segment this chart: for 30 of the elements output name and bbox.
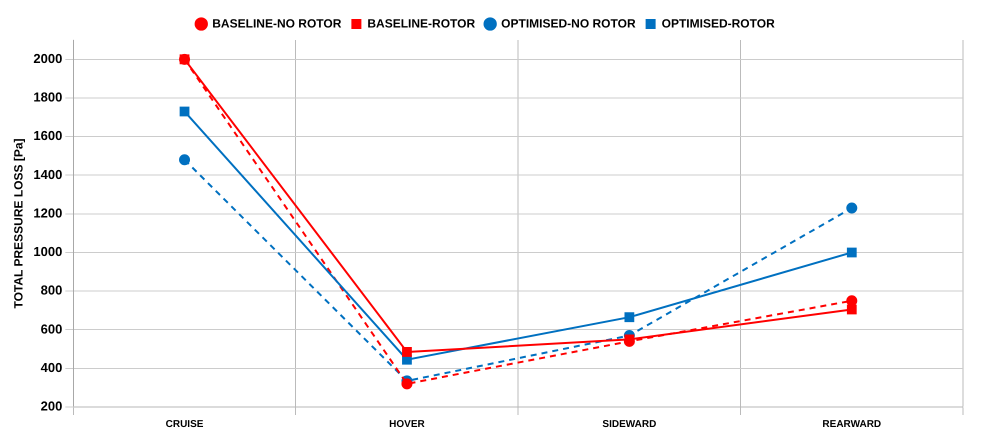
y-tick-label: 200: [40, 398, 62, 414]
y-tick-label: 600: [40, 321, 62, 336]
point: [180, 54, 190, 64]
point: [180, 106, 190, 116]
x-tick-label: HOVER: [389, 418, 426, 430]
y-tick-label: 1400: [33, 166, 62, 182]
y-tick-label: 2000: [33, 50, 62, 66]
x-tick-label: SIDEWARD: [602, 418, 656, 430]
legend-label: BASELINE-ROTOR: [367, 16, 476, 30]
point: [179, 154, 190, 166]
y-tick-label: 400: [40, 360, 62, 375]
point: [846, 295, 858, 306]
x-tick-label: CRUISE: [166, 418, 204, 430]
legend-label: BASELINE-NO ROTOR: [212, 16, 342, 30]
point: [846, 202, 858, 214]
y-tick-label: 1800: [33, 90, 62, 105]
y-tick-label: 1000: [33, 244, 62, 260]
point: [846, 248, 857, 258]
legend-label: OPTIMISED-ROTOR: [662, 16, 776, 30]
point: [846, 304, 857, 314]
y-tick-label: 1600: [33, 128, 62, 144]
y-tick-label: 800: [40, 282, 62, 298]
legend-label: OPTIMISED-NO ROTOR: [501, 16, 636, 30]
point: [401, 378, 412, 390]
y-tick-label: 1200: [33, 205, 62, 220]
point: [402, 347, 412, 357]
x-tick-label: REARWARD: [822, 418, 882, 430]
y-axis-title: TOTAL PRESSURE LOSS [Pa]: [12, 138, 26, 309]
point: [624, 312, 634, 322]
point: [624, 334, 634, 344]
